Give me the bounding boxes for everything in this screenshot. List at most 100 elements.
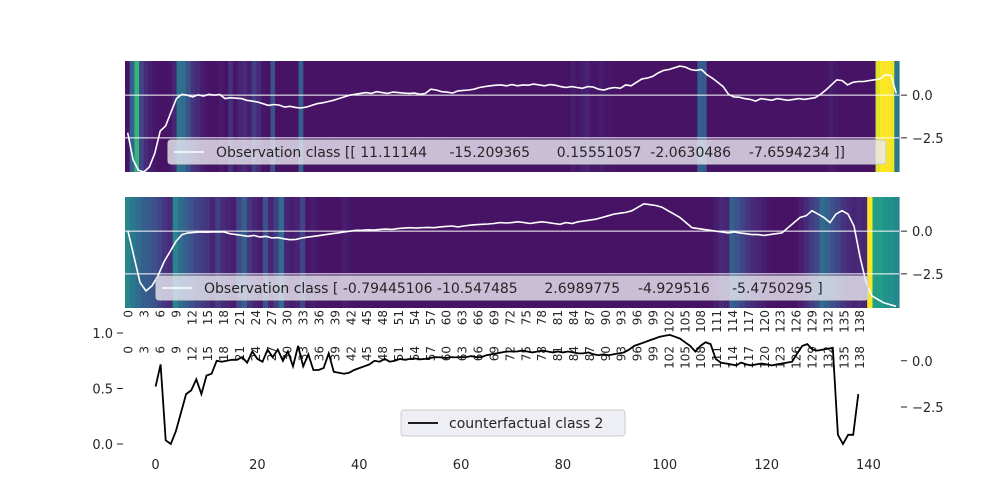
heat-cell xyxy=(294,197,301,308)
heat-cell xyxy=(321,197,328,308)
heat-cell xyxy=(495,61,501,172)
heat-cell xyxy=(730,61,736,172)
x-tick-label: 87 xyxy=(583,310,597,325)
heat-cell xyxy=(762,61,769,172)
heat-cell xyxy=(725,61,731,172)
heat-cell xyxy=(257,197,264,308)
x-tick-label-lower: 75 xyxy=(519,346,533,361)
x-tick-label: 21 xyxy=(233,310,247,325)
heat-cell xyxy=(326,197,333,308)
heat-cell xyxy=(350,61,356,172)
heat-cell xyxy=(310,197,317,308)
heat-cell xyxy=(686,197,693,308)
heat-cell xyxy=(232,61,239,172)
heat-cell xyxy=(819,61,825,172)
heat-cell xyxy=(584,61,590,172)
heat-cell xyxy=(586,197,593,308)
y-tick-label: −2.5 xyxy=(912,132,944,147)
x-tick-label: 100 xyxy=(652,458,677,473)
heat-cell xyxy=(432,197,439,308)
x-tick-label: 72 xyxy=(503,310,517,325)
heat-cell xyxy=(683,61,689,172)
legend-label: Observation class [[ 11.11144 -15.209365… xyxy=(216,145,845,161)
left-tick-label: 1.0 xyxy=(92,327,113,342)
heat-cell xyxy=(655,61,661,172)
heat-cell xyxy=(242,61,248,172)
heat-cell xyxy=(753,61,759,172)
x-tick-label-lower: 102 xyxy=(662,346,676,369)
heat-cell xyxy=(559,197,566,308)
y-tick-label: −2.5 xyxy=(912,268,944,283)
x-tick-label-lower: 138 xyxy=(853,346,867,369)
x-tick-label: 3 xyxy=(138,310,152,318)
x-tick-label-lower: 24 xyxy=(249,346,263,361)
heat-cell xyxy=(739,197,746,308)
heat-cell xyxy=(275,61,281,172)
legend-label: counterfactual class 2 xyxy=(449,416,603,432)
heat-cell xyxy=(231,197,237,308)
x-tick-label-lower: 9 xyxy=(169,346,183,354)
heat-cell xyxy=(420,61,426,172)
x-tick-label-lower: 126 xyxy=(790,346,804,369)
heat-cell xyxy=(215,197,222,308)
heat-cell xyxy=(701,61,708,172)
heat-cell xyxy=(565,197,571,308)
heat-cell xyxy=(289,197,296,308)
legend: Observation class [[ 11.11144 -15.209365… xyxy=(167,139,887,165)
x-tick-label-lower: 72 xyxy=(503,346,517,361)
heat-cell xyxy=(692,61,698,172)
heat-cell xyxy=(225,197,232,308)
series-line xyxy=(154,333,860,446)
heat-cell xyxy=(406,61,412,172)
heat-cell xyxy=(262,197,269,308)
heat-cell xyxy=(156,197,163,308)
x-tick-label-lower: 129 xyxy=(806,346,820,369)
heat-cell xyxy=(209,197,216,308)
heat-cell xyxy=(867,197,874,308)
heat-cell xyxy=(612,61,619,172)
heat-cell xyxy=(265,61,272,172)
heat-cell xyxy=(480,197,487,308)
x-tick-label: 40 xyxy=(351,458,368,473)
heat-cell xyxy=(443,61,450,172)
heat-cell xyxy=(809,61,816,172)
heat-cell xyxy=(474,197,481,308)
heat-cell xyxy=(472,61,478,172)
x-tick-label: 102 xyxy=(662,310,676,333)
heat-cell xyxy=(798,197,805,308)
heat-cell xyxy=(622,61,628,172)
heat-cell xyxy=(395,197,402,308)
heat-cell xyxy=(354,61,361,172)
top-heatmap xyxy=(125,61,900,172)
heat-cell xyxy=(352,197,359,308)
x-tick-label-lower: 3 xyxy=(138,346,152,354)
heat-cell xyxy=(425,61,431,172)
x-tick-label: 30 xyxy=(281,310,295,325)
heat-cell xyxy=(368,61,375,172)
x-tick-label-lower: 108 xyxy=(694,346,708,369)
heat-cell xyxy=(533,61,539,172)
heat-cell xyxy=(665,197,672,308)
heat-cell xyxy=(469,197,476,308)
right-tick-label: −2.5 xyxy=(912,401,944,416)
heat-cell xyxy=(125,197,131,308)
heat-cell xyxy=(791,61,797,172)
heat-cell xyxy=(720,61,727,172)
heat-cell xyxy=(481,61,487,172)
heat-cell xyxy=(551,61,558,172)
heat-cell xyxy=(549,197,556,308)
heat-cell xyxy=(517,197,524,308)
heat-cell xyxy=(761,197,768,308)
heat-cell xyxy=(204,197,211,308)
heat-cell xyxy=(364,61,370,172)
heat-cell xyxy=(347,197,354,308)
heat-cell xyxy=(781,61,788,172)
x-tick-label: 24 xyxy=(249,310,263,325)
heat-cell xyxy=(623,197,630,308)
heat-cell xyxy=(129,61,135,172)
heat-cell xyxy=(669,61,675,172)
heat-cell xyxy=(228,61,234,172)
heat-cell xyxy=(200,61,206,172)
heat-cell xyxy=(500,61,506,172)
x-tick-label: 105 xyxy=(678,310,692,333)
